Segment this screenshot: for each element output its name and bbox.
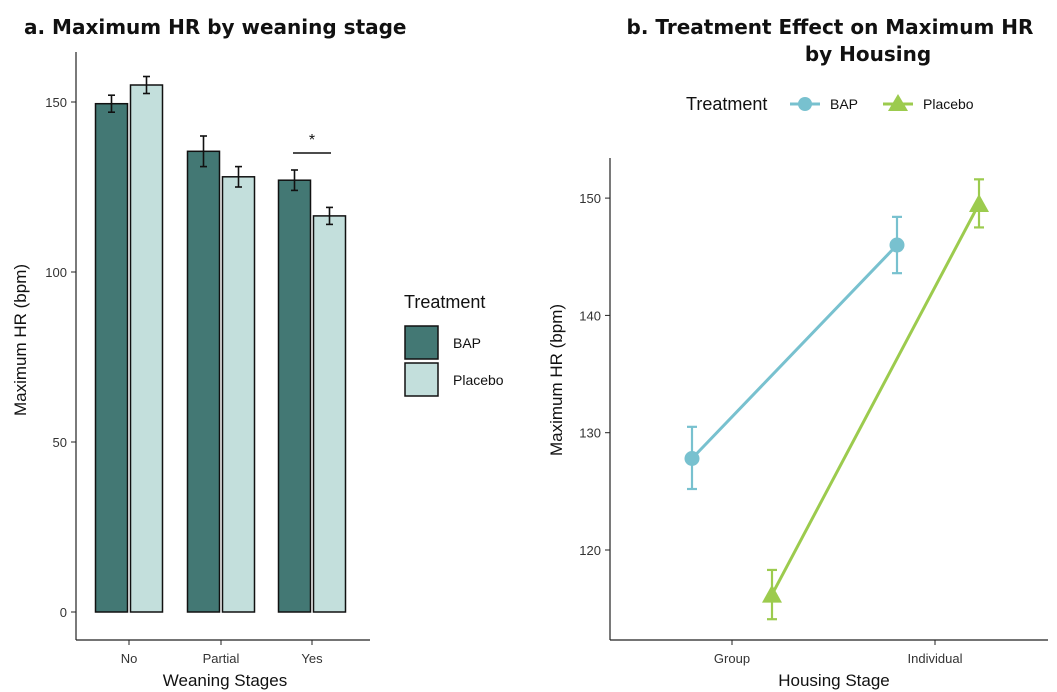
chart-a-xlabel: Weaning Stages — [163, 671, 287, 690]
chart-b-y-tick-label: 150 — [579, 191, 601, 206]
chart-a-bar — [186, 150, 221, 613]
chart-a-legend: Treatment BAP Placebo — [404, 292, 504, 397]
chart-b-xlabel: Housing Stage — [778, 671, 890, 690]
chart-a-bar — [129, 84, 164, 613]
chart-b-point — [889, 237, 905, 253]
chart-a-y-tick-label: 50 — [53, 435, 67, 450]
chart-b-axes: 120 130 140 150 Group Individual — [579, 158, 1048, 666]
chart-b-y-tick-label: 120 — [579, 543, 601, 558]
chart-a-legend-title: Treatment — [404, 292, 485, 312]
chart-b-ylabel: Maximum HR (bpm) — [547, 304, 566, 456]
chart-b-series-line — [690, 243, 899, 460]
chart-b-legend-marker — [888, 94, 908, 111]
chart-a-bar — [277, 179, 312, 613]
chart-b-lines — [684, 178, 989, 621]
chart-b-x-tick-label: Group — [714, 651, 750, 666]
chart-a-x-tick-label: Partial — [203, 651, 240, 666]
chart-a-y-tick-label: 0 — [60, 605, 67, 620]
chart-b-point — [969, 193, 989, 212]
chart-b-x-tick-label: Individual — [908, 651, 963, 666]
chart-a-x-tick-label: No — [121, 651, 138, 666]
chart-b-series-line — [770, 203, 981, 596]
chart-a-y-tick-label: 100 — [45, 265, 67, 280]
chart-a-bar — [221, 176, 256, 613]
chart-a-legend-label: BAP — [453, 335, 481, 351]
chart-a-bar — [94, 102, 129, 613]
chart-b-legend-label: Placebo — [923, 96, 974, 112]
chart-b-title-line2: by Housing — [805, 42, 931, 66]
chart-b-legend-marker — [798, 97, 812, 111]
chart-b-legend-label: BAP — [830, 96, 858, 112]
chart-a-y-tick-label: 150 — [45, 95, 67, 110]
chart-b-legend-title: Treatment — [686, 94, 767, 114]
chart-a-title: a. Maximum HR by weaning stage — [24, 15, 407, 39]
chart-a-legend-label: Placebo — [453, 372, 504, 388]
chart-b-point — [762, 584, 782, 603]
chart-a-legend-swatch — [404, 325, 439, 360]
chart-a-axes: 0 50 100 150 No Partial Yes — [45, 52, 370, 666]
chart-b-point — [684, 451, 700, 467]
chart-a-ylabel: Maximum HR (bpm) — [11, 264, 30, 416]
chart-b-y-tick-label: 130 — [579, 426, 601, 441]
chart-a-bars: * — [94, 75, 347, 613]
chart-b-y-tick-label: 140 — [579, 308, 601, 323]
chart-a-significance-star: * — [309, 132, 315, 149]
chart-a-bar — [312, 215, 347, 613]
chart-b-title-line1: b. Treatment Effect on Maximum HR — [627, 15, 1034, 39]
chart-b-legend: Treatment BAP Placebo — [686, 94, 974, 114]
chart-a-x-tick-label: Yes — [301, 651, 323, 666]
chart-a-legend-swatch — [404, 362, 439, 397]
